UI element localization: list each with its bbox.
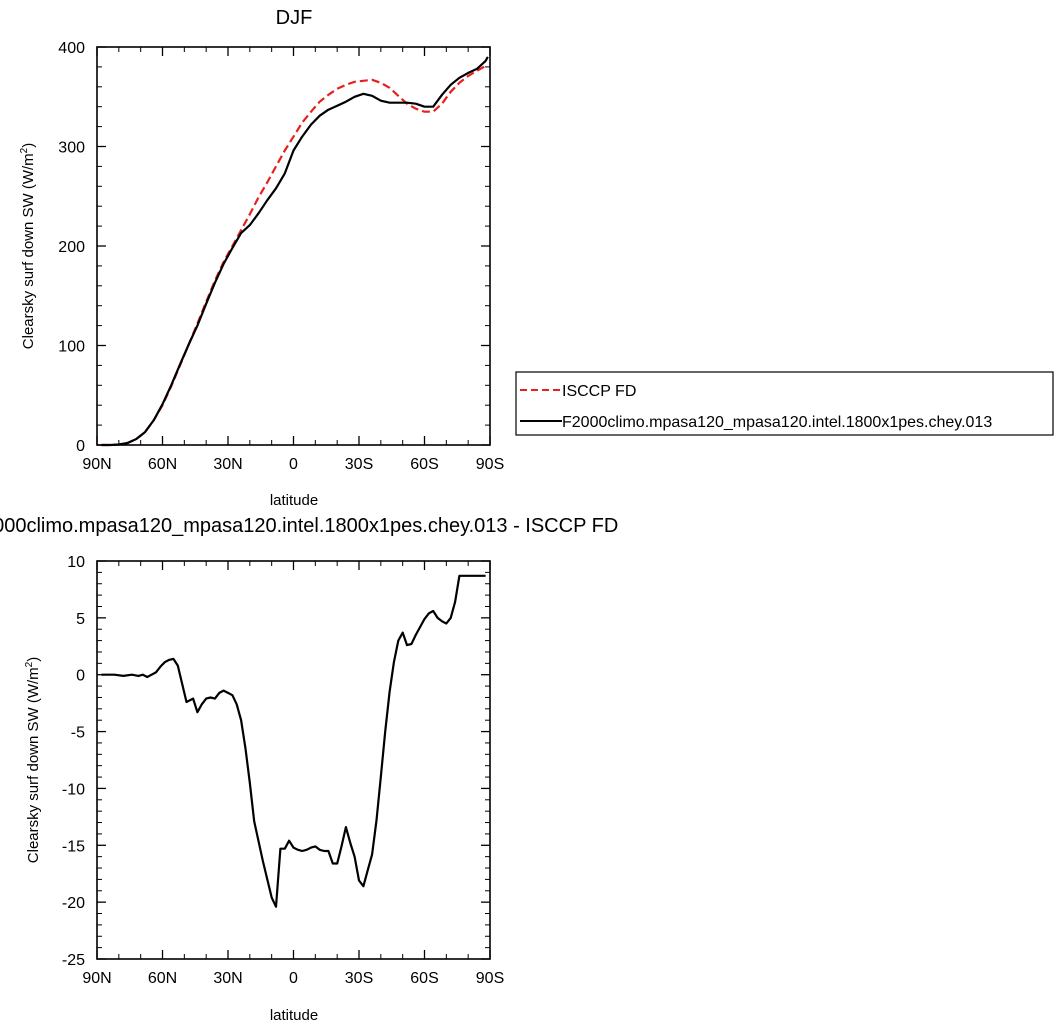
y-tick-label: -10: [62, 781, 85, 798]
y-tick-label: 200: [58, 239, 85, 256]
x-tick-label: 0: [289, 456, 298, 473]
y-axis-label: Clearsky surf down SW (W/m2): [19, 143, 37, 349]
y-tick-label: 0: [76, 668, 85, 685]
series-line-model: [101, 574, 486, 908]
y-tick-label: 0: [76, 438, 85, 455]
y-axis-label: Clearsky surf down SW (W/m2): [24, 657, 42, 863]
series-lines: [101, 56, 489, 447]
y-tick-label: -15: [62, 838, 85, 855]
x-axis-label: latitude: [270, 492, 318, 509]
series-line-model: [101, 56, 489, 447]
y-tick-label: 10: [67, 554, 85, 571]
x-tick-label: 90S: [476, 970, 504, 987]
series-lines: [101, 574, 486, 908]
legend: ISCCP FD F2000climo.mpasa120_mpasa120.in…: [515, 371, 1054, 436]
x-tick-label: 60S: [410, 970, 438, 987]
tick-labels: 90N 60N 30N 0 30S 60S 90S 0 100 200 300 400: [58, 40, 504, 473]
x-tick-label: 60N: [148, 456, 177, 473]
x-tick-label: 30N: [213, 456, 242, 473]
plot-frame: [96, 46, 491, 446]
y-tick-label: 400: [58, 40, 85, 57]
x-axis-label: latitude: [270, 1007, 318, 1024]
x-tick-label: 30S: [345, 970, 373, 987]
y-tick-label: -25: [62, 952, 85, 969]
chart-title: F2000climo.mpasa120_mpasa120.intel.1800x…: [0, 515, 618, 537]
x-tick-label: 60S: [410, 456, 438, 473]
y-tick-label: -5: [71, 725, 85, 742]
tick-marks: [96, 560, 491, 960]
legend-label-isccp: ISCCP FD: [562, 383, 636, 400]
x-tick-label: 30N: [213, 970, 242, 987]
chart-title: DJF: [276, 7, 313, 29]
legend-label-model: F2000climo.mpasa120_mpasa120.intel.1800x…: [562, 414, 992, 431]
x-tick-label: 30S: [345, 456, 373, 473]
x-tick-label: 90N: [82, 456, 111, 473]
y-tick-label: -20: [62, 895, 85, 912]
y-tick-label: 5: [76, 611, 85, 628]
chart-difference: F2000climo.mpasa120_mpasa120.intel.1800x…: [0, 515, 618, 1024]
x-tick-label: 0: [289, 970, 298, 987]
x-tick-label: 90S: [476, 456, 504, 473]
y-tick-label: 100: [58, 339, 85, 356]
chart-djf: DJF 90N 60N 30N 0 30S 60S 90S 0 100 200 300 400 lat…: [19, 7, 1054, 509]
x-tick-label: 60N: [148, 970, 177, 987]
legend-box: [515, 371, 1054, 436]
tick-labels: 90N 60N 30N 0 30S 60S 90S -25 -20 -15 -10 -5 0 5 10: [62, 554, 504, 987]
plot-frame: [96, 560, 491, 960]
x-tick-label: 90N: [82, 970, 111, 987]
y-tick-label: 300: [58, 140, 85, 157]
series-line-isccp-fd: [101, 64, 487, 447]
